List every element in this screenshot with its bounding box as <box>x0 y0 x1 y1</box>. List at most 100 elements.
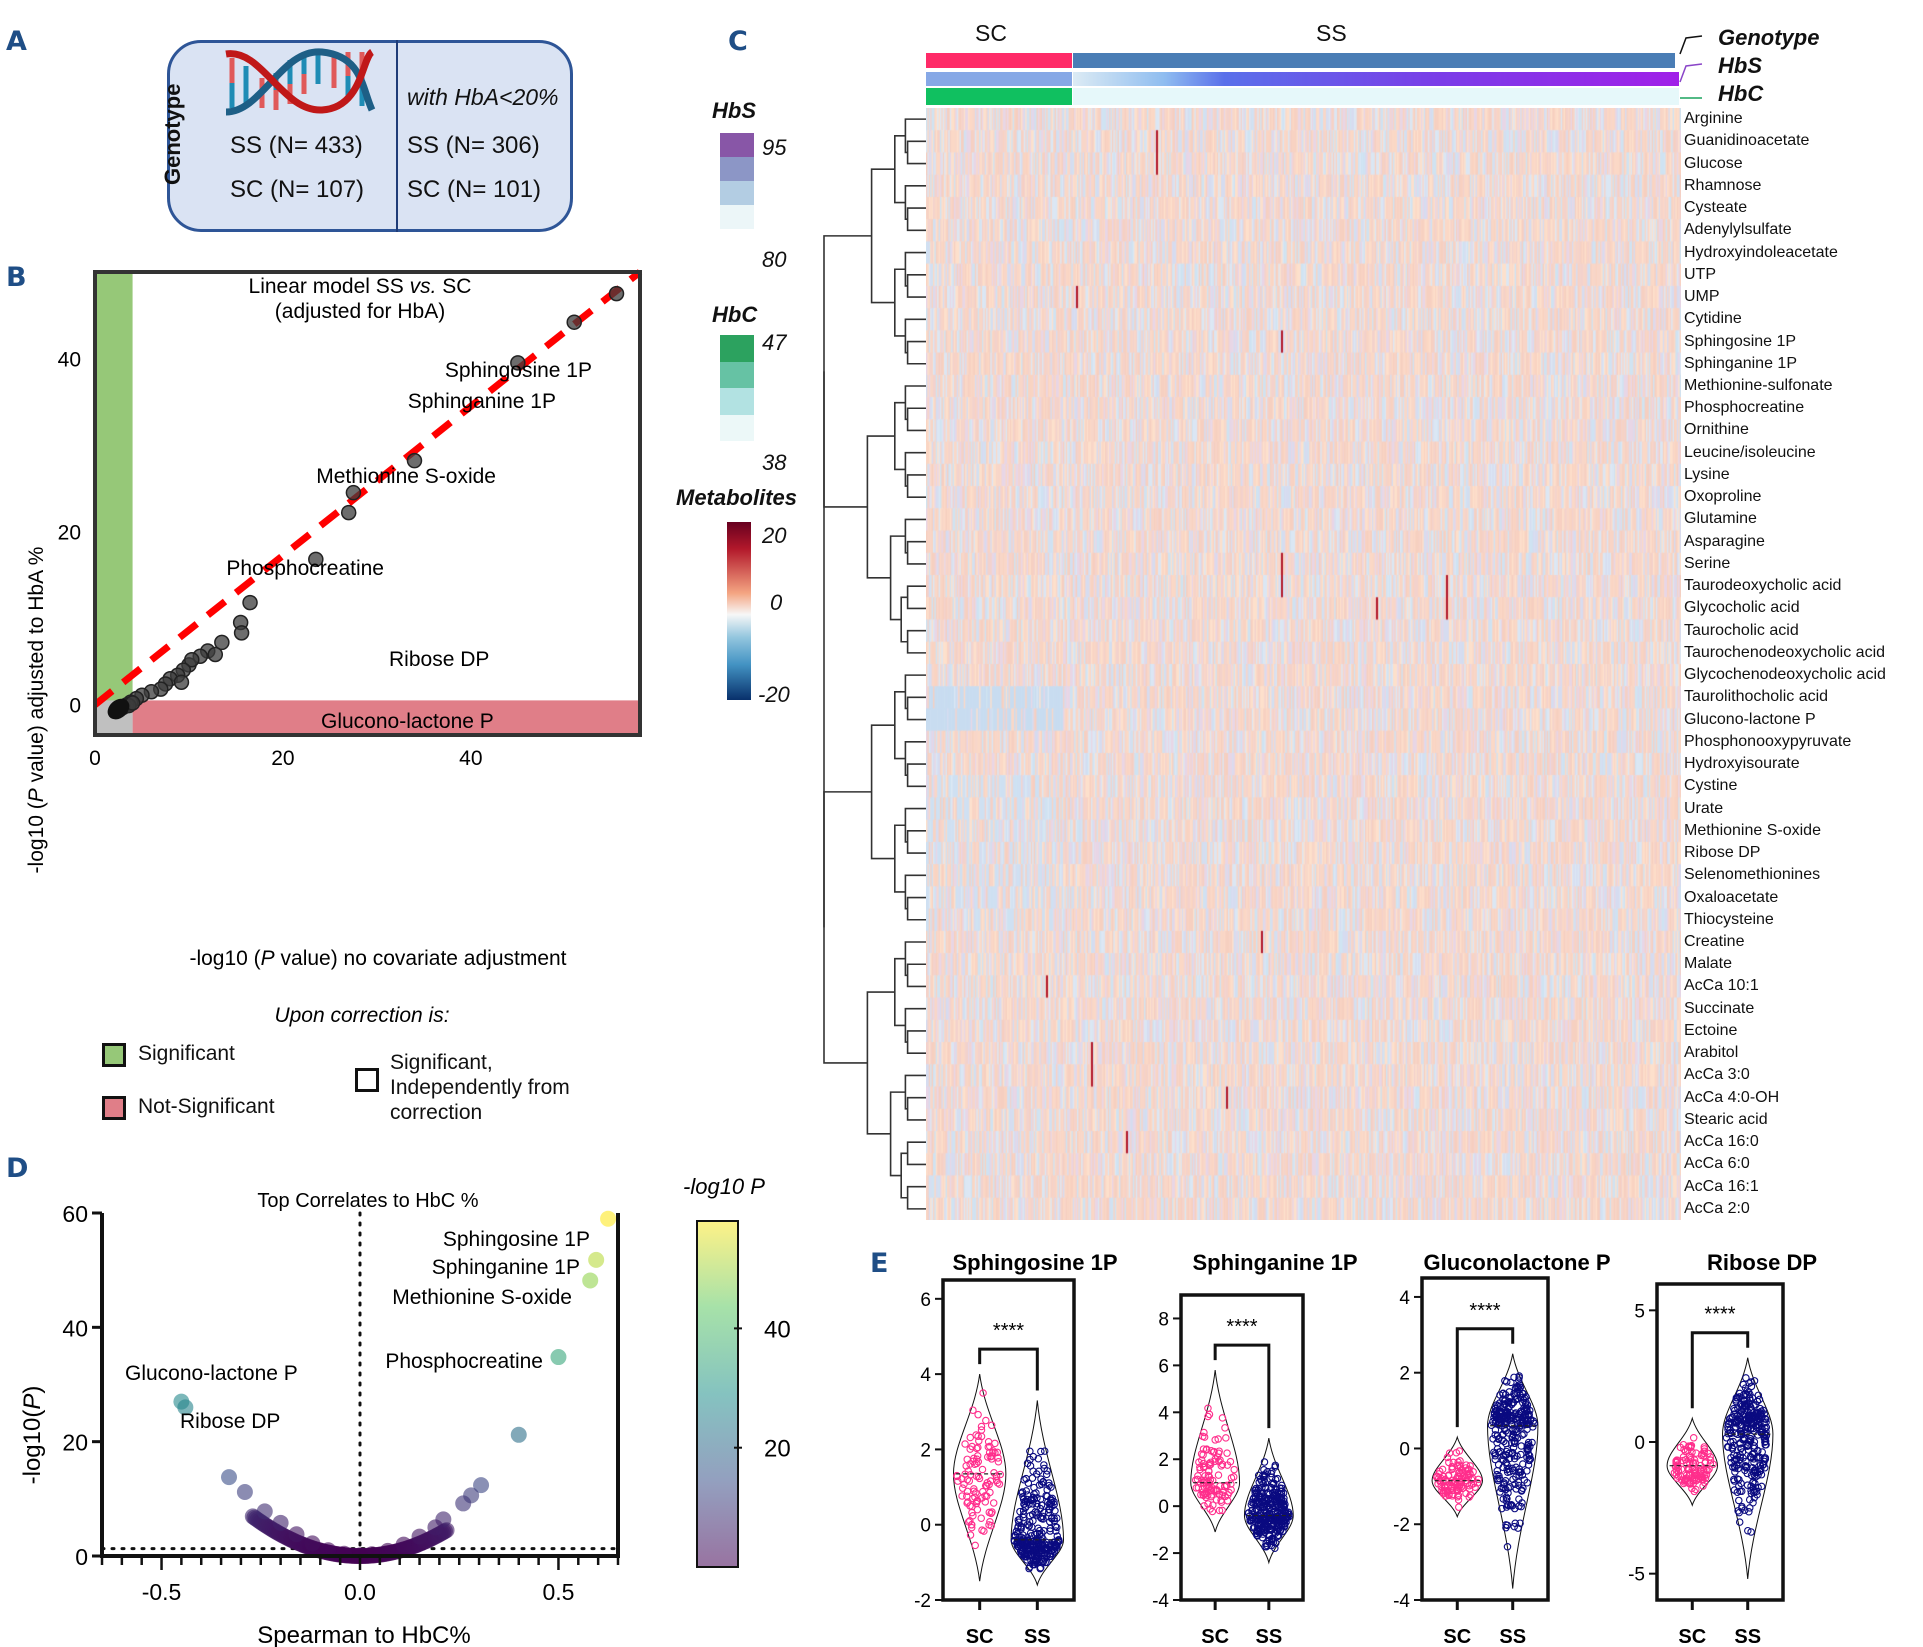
legend-heading: Upon correction is: <box>274 1004 449 1027</box>
data-point-ss <box>1509 1475 1517 1484</box>
data-point-sc <box>1473 1479 1482 1487</box>
row-label: Taurolithocholic acid <box>1684 688 1829 706</box>
data-point-sc <box>1690 1471 1698 1480</box>
data-point-sc <box>977 1426 986 1434</box>
colorbar <box>696 1220 739 1568</box>
data-point-sc <box>986 1452 994 1461</box>
data-point-ss <box>1030 1483 1038 1492</box>
significance-bracket <box>1690 1331 1750 1409</box>
data-point-ss <box>1499 1463 1507 1472</box>
dendrogram-branch <box>904 741 926 776</box>
violin-outline-sc <box>1666 1416 1718 1507</box>
data-point-ss <box>1525 1406 1534 1415</box>
dendrogram-branch <box>906 696 926 721</box>
row-label: Malate <box>1684 955 1733 973</box>
dendrogram-branch <box>904 251 926 287</box>
dendrogram-branch <box>904 807 926 843</box>
row-label: Ornithine <box>1684 421 1749 439</box>
data-point-sc <box>1680 1445 1688 1454</box>
data-point-ss <box>1736 1415 1745 1423</box>
data-point-cluster <box>107 698 130 720</box>
data-point <box>184 651 200 668</box>
data-point-ss <box>1737 1479 1745 1488</box>
row-label: Taurocholic acid <box>1684 621 1799 639</box>
violin-outline-sc <box>1431 1435 1483 1519</box>
title-italic-part: vs. <box>410 275 437 298</box>
violin-title: Gluconolactone P <box>1423 1250 1610 1275</box>
data-point-ss <box>1036 1504 1045 1513</box>
data-point <box>566 314 582 330</box>
data-point-ss <box>1735 1389 1744 1398</box>
region-not-significant <box>132 700 640 735</box>
data-point-ss <box>1037 1546 1045 1554</box>
data-point-sc <box>1205 1467 1213 1476</box>
y-tick-label: 2 <box>1399 1364 1410 1385</box>
data-point-ss <box>1513 1388 1521 1397</box>
data-point-sc <box>1681 1456 1690 1464</box>
row-label: Glycochenodeoxycholic acid <box>1684 666 1886 684</box>
data-point-ss <box>1746 1403 1755 1411</box>
cohort-ss-hba: SS (N= 306) <box>407 132 540 159</box>
data-point-ss <box>1495 1472 1503 1480</box>
data-point-ss <box>1032 1555 1041 1563</box>
data-point-ss <box>1024 1522 1033 1530</box>
data-point <box>177 1399 194 1416</box>
data-point-sc <box>1218 1506 1226 1515</box>
data-point-sc <box>1690 1487 1699 1496</box>
data-point-sc <box>1677 1476 1686 1484</box>
dendrogram-branch <box>904 674 926 710</box>
data-point-ss <box>1742 1374 1750 1382</box>
data-point-sc <box>1208 1507 1217 1516</box>
dendrogram-branch <box>906 140 926 165</box>
dendrogram-branch <box>906 207 926 232</box>
row-label: Sphinganine 1P <box>1684 354 1797 372</box>
data-point-ss <box>1255 1510 1264 1518</box>
data-point-sc <box>968 1502 976 1511</box>
y-tick-label: 2 <box>920 1440 931 1461</box>
data-point-ss <box>1516 1393 1525 1402</box>
data-point-ss <box>1490 1410 1499 1419</box>
data-point-sc <box>971 1541 979 1550</box>
dendrogram-branch <box>904 118 926 154</box>
plot-frame <box>93 270 642 737</box>
data-point-sc <box>1466 1491 1475 1499</box>
data-point-sc <box>1690 1456 1699 1464</box>
data-point <box>550 1349 567 1366</box>
data-point-sc <box>1200 1428 1208 1437</box>
data-point-sc <box>992 1472 1001 1481</box>
data-point-sc <box>969 1406 977 1414</box>
data-point-ss <box>1280 1517 1288 1526</box>
y-tick-label: -2 <box>1152 1544 1169 1565</box>
label-part: -log10 ( <box>189 947 260 970</box>
point-label: Sphingosine 1P <box>443 1228 590 1251</box>
data-point-ss <box>1259 1526 1268 1535</box>
y-tick-label: 0 <box>69 695 81 718</box>
data-point-sc <box>1454 1472 1462 1481</box>
data-point-sc <box>1194 1472 1202 1480</box>
row-label: Selenomethionines <box>1684 866 1821 884</box>
track-legend-hbs: HbS <box>1718 53 1762 78</box>
row-label: AcCa 16:0 <box>1684 1133 1759 1151</box>
data-point-ss <box>1034 1455 1043 1463</box>
hbs-track-sc <box>926 72 1072 86</box>
y-tick-label: 20 <box>62 1430 88 1456</box>
dendrogram-branch <box>904 451 926 487</box>
dendrogram-branch <box>894 957 906 1027</box>
dendrogram-branch <box>906 963 926 988</box>
point-label: Ribose DP <box>389 648 489 671</box>
data-point-ss <box>1500 1400 1509 1408</box>
dendrogram-branch <box>900 1152 908 1199</box>
data-point-ss <box>1513 1382 1521 1391</box>
data-point-sc <box>1706 1459 1715 1468</box>
dendrogram-branch <box>870 168 895 304</box>
data-point-sc <box>1700 1443 1708 1451</box>
dendrogram-branch <box>906 585 926 610</box>
y-tick-label: -5 <box>1628 1565 1645 1586</box>
data-point-ss <box>1031 1508 1040 1516</box>
data-point-ss <box>1738 1504 1746 1512</box>
data-point-ss <box>1039 1478 1047 1486</box>
dendrogram-branch <box>894 401 906 471</box>
data-point-sc <box>1447 1478 1456 1487</box>
point-label: Glucono-lactone P <box>125 1362 298 1385</box>
data-point-ss <box>1731 1429 1740 1437</box>
